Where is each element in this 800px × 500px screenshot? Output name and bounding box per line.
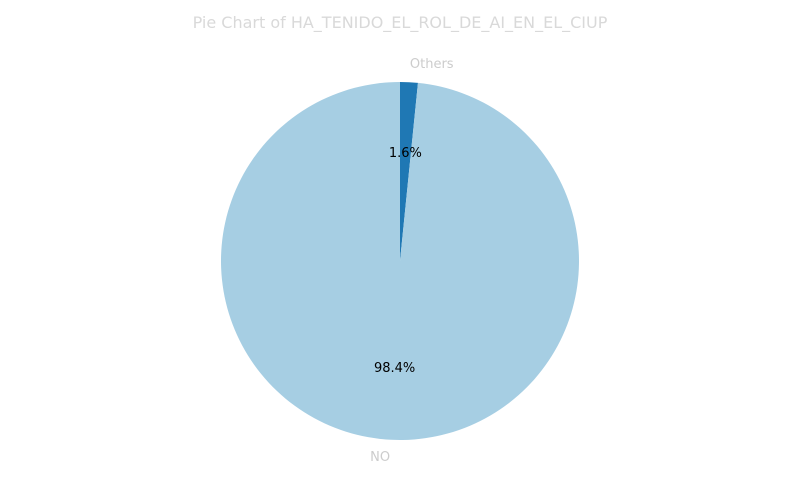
slice-percentage: 1.6% xyxy=(389,146,422,161)
chart-title: Pie Chart of HA_TENIDO_EL_ROL_DE_AI_EN_E… xyxy=(193,13,608,33)
pie-slice-no xyxy=(221,82,579,441)
slice-label: NO xyxy=(370,450,390,465)
pie-labels: Others 1.6% NO 98.4% xyxy=(370,57,454,465)
slice-percentage: 98.4% xyxy=(374,361,415,376)
pie-slices xyxy=(221,82,579,441)
pie-slice-others xyxy=(400,82,418,261)
slice-label: Others xyxy=(410,57,454,72)
